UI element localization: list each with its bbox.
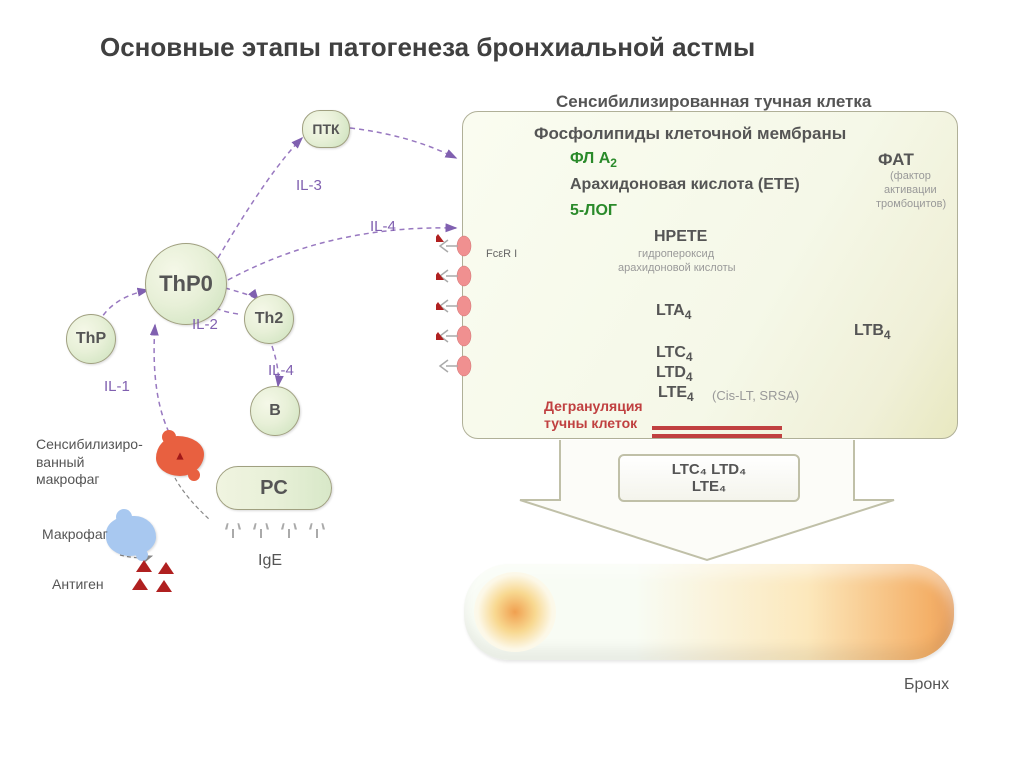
node-thp: ThP — [66, 314, 116, 364]
leuko-line2: LTE₄ — [692, 478, 726, 495]
label-fcer: FcεR I — [486, 248, 517, 260]
label-sens-macro-l2: ванный — [36, 454, 84, 470]
diagram-canvas: { "title": "Основные этапы патогенеза бр… — [0, 0, 1024, 767]
label-macrophage: Макрофаг — [42, 526, 108, 542]
mast-line-0: Фосфолипиды клеточной мембраны — [534, 124, 846, 144]
label-il4-mid: IL-4 — [268, 362, 294, 379]
mast-line-4: активации — [884, 184, 937, 196]
page-title: Основные этапы патогенеза бронхиальной а… — [100, 32, 755, 63]
label-ige: IgE — [258, 552, 282, 570]
mast-line-6: Арахидоновая кислота (ЕТЕ) — [570, 176, 800, 194]
node-thp0: ThP0 — [145, 243, 227, 325]
leuko-line1: LTC₄ LTD₄ — [672, 461, 747, 478]
label-sens-macro: Сенсибилизиро- ванный макрофаг — [36, 436, 143, 489]
mast-line-1: ФЛ A2 — [570, 150, 617, 170]
mast-line-13: LTC4 — [656, 344, 693, 364]
label-il3: IL-3 — [296, 177, 322, 194]
fc-receptors — [436, 232, 476, 392]
label-sens-macro-l3: макрофаг — [36, 471, 100, 487]
mast-line-11: LTA4 — [656, 302, 691, 322]
ige-receptor-icon — [226, 522, 240, 538]
label-il2: IL-2 — [192, 316, 218, 333]
ige-receptor-icon — [254, 522, 268, 538]
node-b: B — [250, 386, 300, 436]
label-degran-l1: Дегрануляция — [544, 398, 643, 414]
node-th2: Th2 — [244, 294, 294, 344]
label-degranulation: Дегрануляция тучны клеток — [544, 398, 643, 432]
node-pc: PC — [216, 466, 332, 510]
sensitized-macrophage-icon — [156, 436, 204, 476]
degranulation-slit — [652, 426, 782, 440]
label-il1: IL-1 — [104, 378, 130, 395]
label-sens-macro-l1: Сенсибилизиро- — [36, 436, 143, 452]
ige-receptor-icon — [282, 522, 296, 538]
mast-line-10: арахидоновой кислоты — [618, 262, 736, 274]
leukotriene-output-box: LTC₄ LTD₄ LTE₄ — [618, 454, 800, 502]
mast-line-9: гидропероксид — [638, 248, 714, 260]
mast-line-2: ФАТ — [878, 150, 914, 170]
mast-cell-title: Сенсибилизированная тучная клетка — [556, 92, 871, 112]
mast-line-14: LTD4 — [656, 364, 693, 384]
label-il4-top: IL-4 — [370, 218, 396, 235]
label-antigen: Антиген — [52, 576, 104, 592]
mast-line-12: LTB4 — [854, 322, 891, 342]
label-bronch: Бронх — [904, 676, 949, 694]
antigen-icons — [130, 558, 190, 598]
mast-line-8: HPETE — [654, 228, 707, 246]
mast-line-3: (фактор — [890, 170, 931, 182]
mast-line-15: LTE4 — [658, 384, 694, 404]
label-degran-l2: тучны клеток — [544, 415, 637, 431]
macrophage-icon — [106, 516, 156, 556]
mast-line-7: 5-ЛОГ — [570, 202, 617, 220]
mast-line-5: тромбоцитов) — [876, 198, 946, 210]
ige-receptor-icon — [310, 522, 324, 538]
mast-line-16: (Cis-LT, SRSA) — [712, 388, 799, 403]
bronch-lumen — [474, 572, 556, 652]
node-ptk: ПТК — [302, 110, 350, 148]
